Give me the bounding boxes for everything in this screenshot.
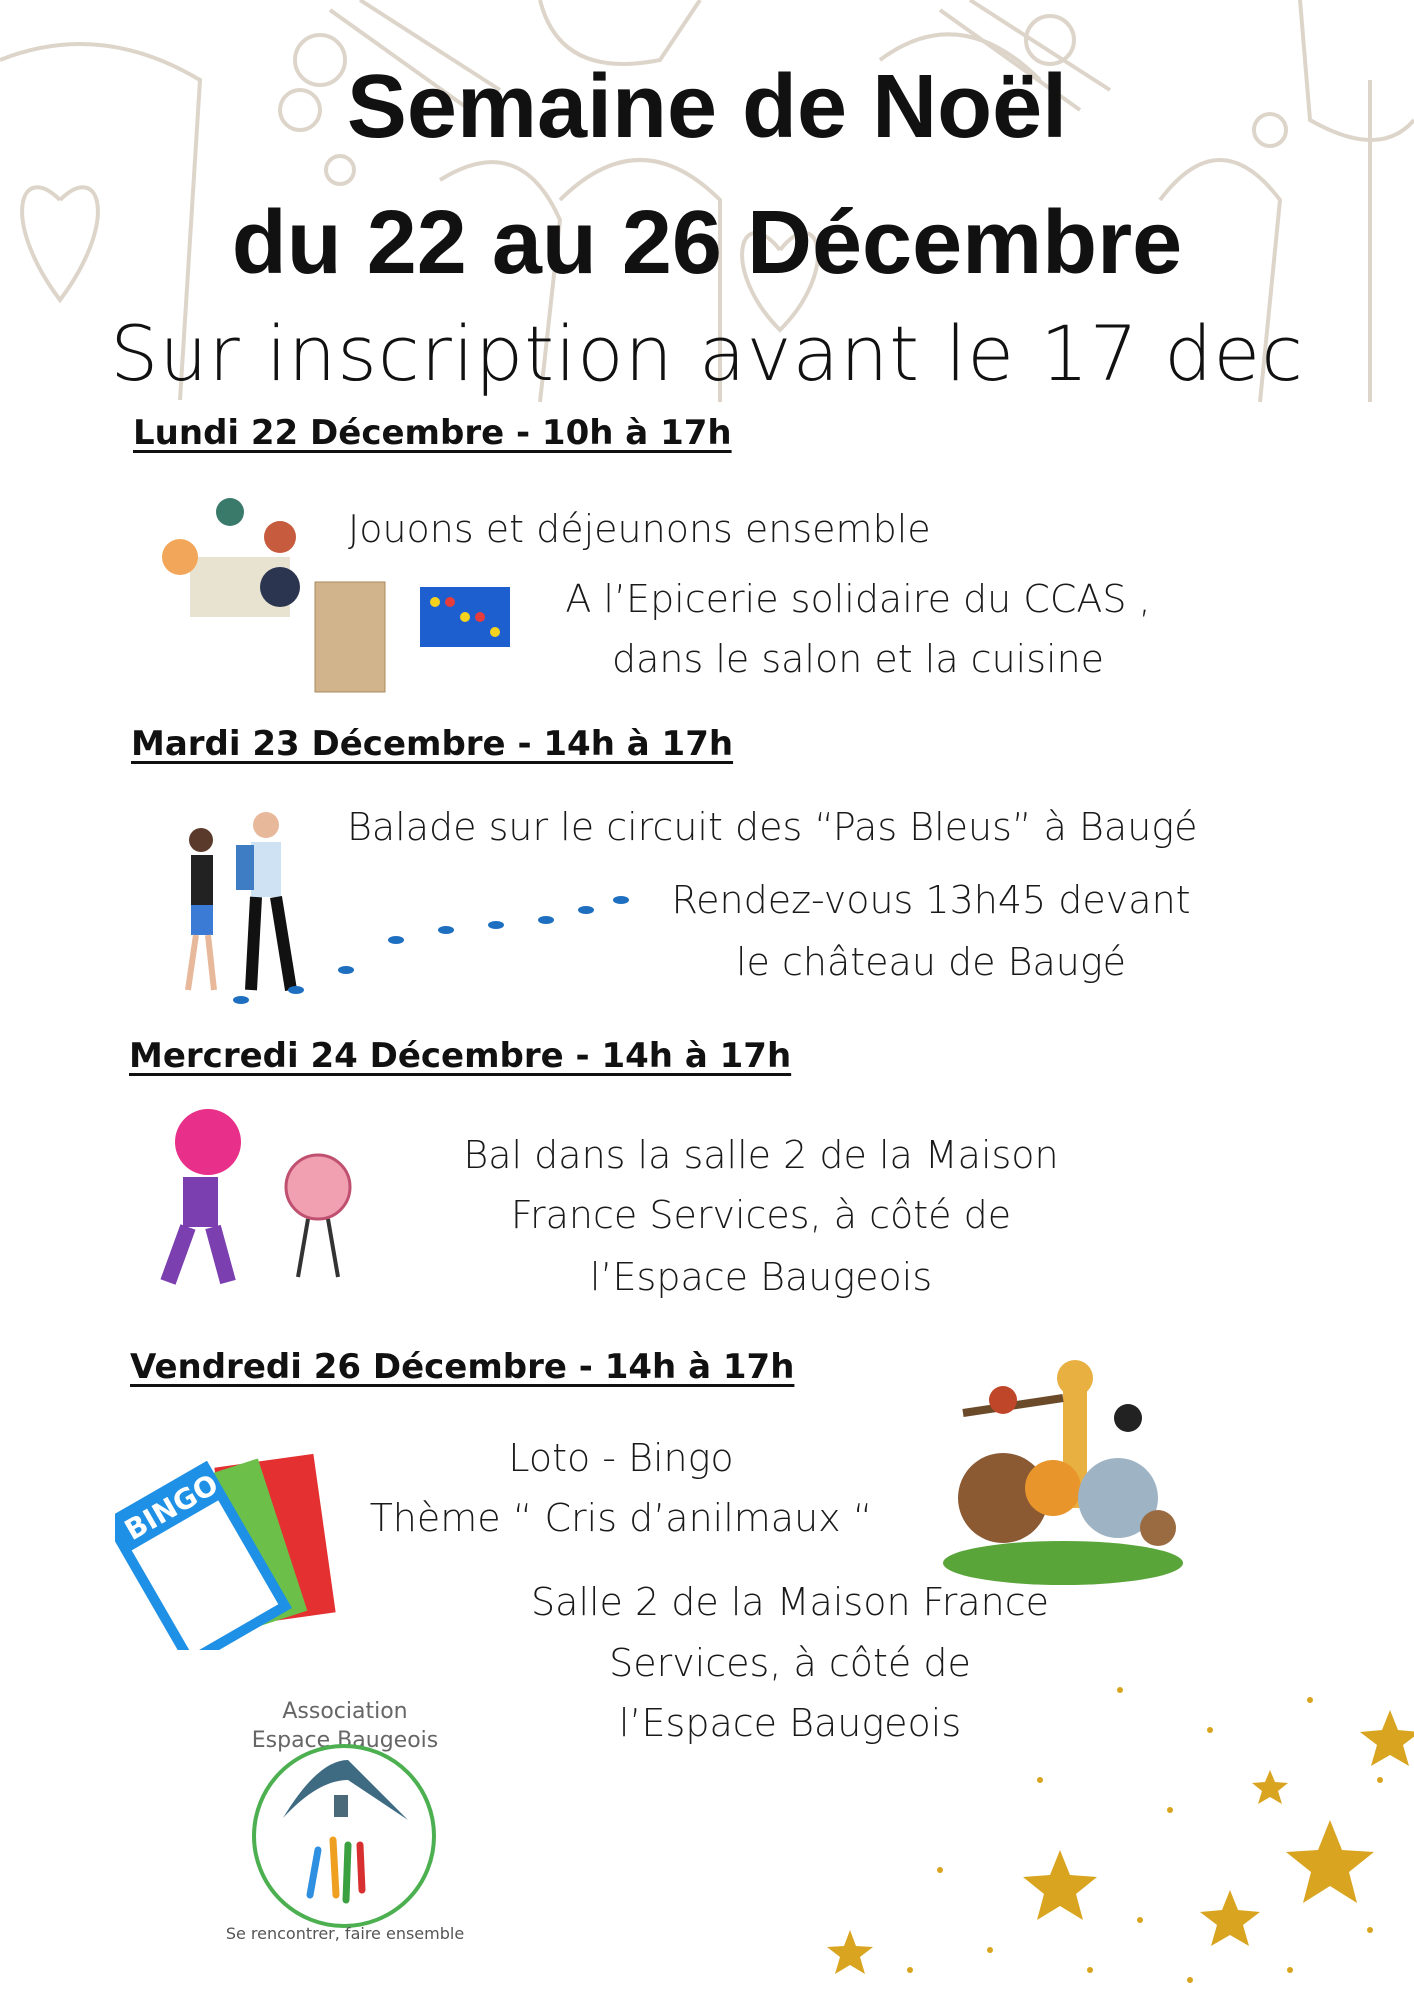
mardi-activity: Balade sur le circuit des “Pas Bleus” à … xyxy=(347,805,1198,849)
logo-name-line-1: Association xyxy=(282,1699,408,1724)
mercredi-line-3: l’Espace Baugeois xyxy=(589,1255,933,1299)
mardi-meeting-2: le château de Baugé xyxy=(735,940,1127,984)
espace-baugeois-logo xyxy=(252,1744,436,1928)
zoo-animals-illustration xyxy=(943,1360,1183,1585)
mercredi-line-1: Bal dans la salle 2 de la Maison xyxy=(463,1133,1059,1177)
mercredi-line-2: France Services, à côté de xyxy=(510,1193,1012,1237)
lundi-location-2: dans le salon et la cuisine xyxy=(611,637,1105,681)
day-heading-lundi: Lundi 22 Décembre - 10h à 17h xyxy=(133,413,732,453)
vendredi-theme: Thème “ Cris d’anilmaux “ xyxy=(369,1496,873,1540)
vendredi-location-1: Salle 2 de la Maison France xyxy=(531,1580,1049,1624)
subtitle-registration: Sur inscription avant le 17 dec xyxy=(110,309,1304,398)
lundi-location-1: A l’Epicerie solidaire du CCAS , xyxy=(565,577,1151,621)
logo-tagline: Se rencontrer, faire ensemble xyxy=(225,1924,465,1943)
title-line-1: Semaine de Noël xyxy=(346,57,1068,157)
vendredi-location-3: l’Espace Baugeois xyxy=(618,1701,962,1745)
christmas-doodle-background xyxy=(0,0,1414,402)
day-heading-vendredi: Vendredi 26 Décembre - 14h à 17h xyxy=(130,1347,795,1387)
vendredi-activity: Loto - Bingo xyxy=(508,1436,734,1480)
board-games-illustration xyxy=(162,498,510,693)
gold-stars-decoration xyxy=(827,1687,1414,1983)
vendredi-location-2: Services, à côté de xyxy=(609,1641,971,1685)
mardi-meeting-1: Rendez-vous 13h45 devant xyxy=(671,878,1191,922)
bingo-cards-illustration: BINGO xyxy=(115,1453,336,1650)
hikers-footsteps-illustration xyxy=(185,812,629,1004)
day-heading-mercredi: Mercredi 24 Décembre - 14h à 17h xyxy=(129,1036,792,1076)
logo-name-line-2: Espace Baugeois xyxy=(251,1728,439,1753)
lundi-activity: Jouons et déjeunons ensemble xyxy=(348,507,931,551)
disco-dancers-illustration xyxy=(160,1109,352,1285)
title-line-2: du 22 au 26 Décembre xyxy=(231,193,1183,293)
day-heading-mardi: Mardi 23 Décembre - 14h à 17h xyxy=(131,724,734,764)
